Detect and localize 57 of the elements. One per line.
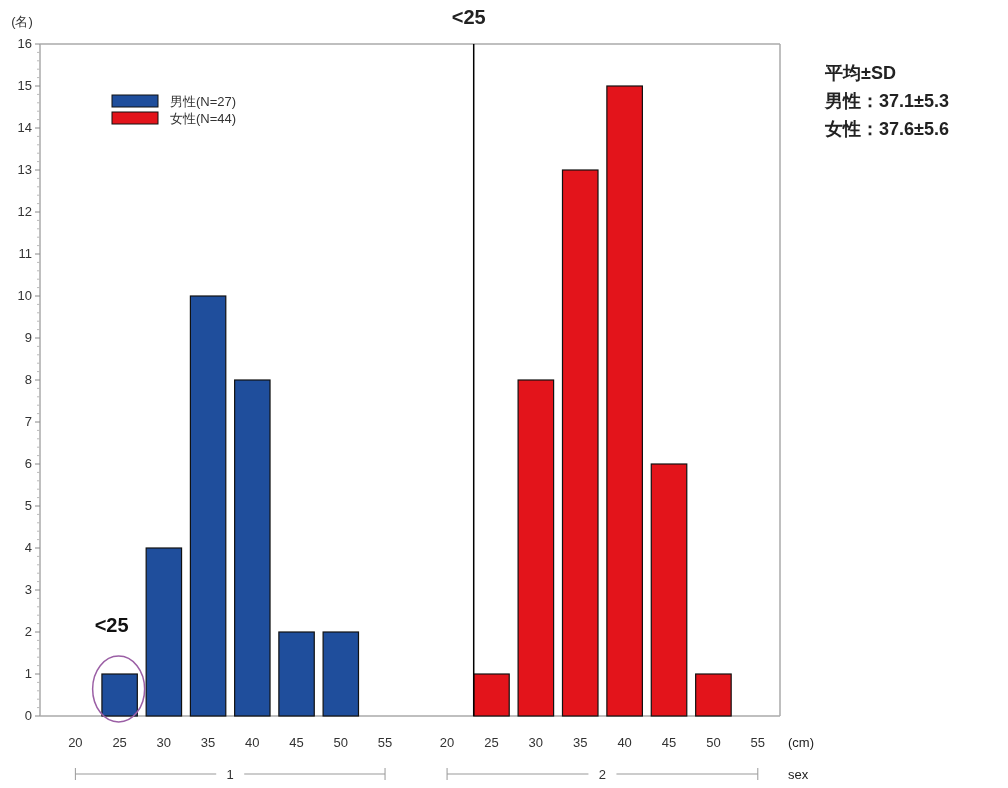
x-tick-label: 55 [377,735,393,750]
x-tick-label: 35 [200,735,216,750]
x-axis-title: 1 [226,767,234,782]
x-tick-label: 50 [706,735,721,750]
x-tick-label: 20 [439,735,455,750]
bar [278,631,315,717]
bar [101,673,138,717]
x-tick-label: 35 [573,735,588,750]
text: 平均±SD [824,63,896,83]
bar [189,295,227,717]
bar [473,673,510,717]
y-tick-label: 14 [17,120,32,135]
x-tick-label: 30 [156,735,172,750]
y-axis-title: (名) [11,14,33,29]
x-tick-label: 30 [528,735,544,750]
x-tick-label: 50 [333,735,349,750]
x-tick-label: 25 [484,735,499,750]
bar [695,673,732,717]
y-tick-label: 3 [24,582,32,597]
x-tick-label: 45 [661,735,677,750]
y-tick-label: 8 [24,372,32,387]
bar [145,547,183,717]
y-tick-label: 13 [17,162,32,177]
text: sex [788,767,809,782]
x-tick-label: 45 [289,735,304,750]
text: 女性：37.6±5.6 [824,119,949,139]
y-tick-label: 11 [18,246,32,261]
y-tick-label: 1 [24,666,32,681]
y-tick-label: 12 [17,204,32,219]
bar [606,85,643,717]
x-tick-label: 20 [68,735,83,750]
y-tick-label: 2 [24,624,32,639]
x-tick-label: 25 [112,735,127,750]
x-axis-title: 2 [598,767,607,782]
bar [561,169,599,717]
y-tick-label: 0 [24,708,32,723]
y-tick-label: 7 [24,414,32,429]
x-tick-label: 55 [750,735,766,750]
legend-label: 男性(N=27) [170,94,237,109]
legend-label: 女性(N=44) [170,111,237,126]
y-tick-label: 10 [17,288,32,303]
bar [517,379,555,717]
text: (cm) [788,735,814,750]
y-tick-label: 6 [24,456,32,471]
text: 男性：37.1±5.3 [824,91,949,111]
y-tick-label: 16 [17,36,32,51]
y-tick-label: 15 [17,78,32,93]
annotation: <25 [94,614,129,636]
x-tick-label: 40 [245,735,260,750]
text: <25 [451,6,486,28]
bar [234,379,271,717]
y-tick-label: 9 [24,330,32,345]
bar [650,463,688,717]
y-tick-label: 4 [24,540,32,555]
bar [322,631,360,717]
y-tick-label: 5 [24,498,32,513]
x-tick-label: 40 [617,735,632,750]
